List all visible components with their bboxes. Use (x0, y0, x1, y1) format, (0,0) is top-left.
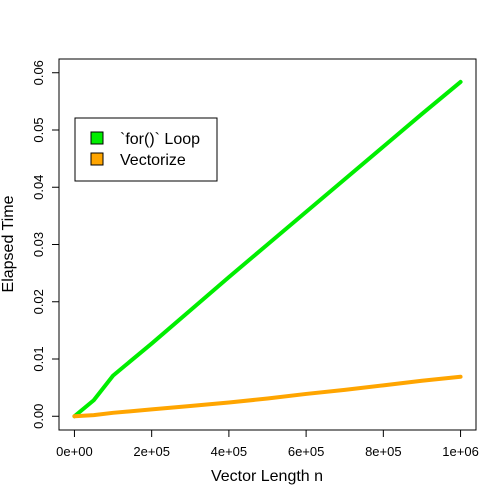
x-tick-label: 6e+05 (288, 444, 325, 459)
y-tick-label: 0.03 (31, 232, 46, 257)
x-tick-label: 8e+05 (365, 444, 402, 459)
y-tick-label: 0.06 (31, 60, 46, 85)
y-tick-label: 0.05 (31, 117, 46, 142)
y-tick-label: 0.01 (31, 346, 46, 371)
x-tick-label: 2e+05 (133, 444, 170, 459)
y-tick-label: 0.04 (31, 175, 46, 200)
series-line-0 (72, 79, 463, 419)
x-tick-label: 1e+06 (442, 444, 479, 459)
legend: `for()` Loop Vectorize (74, 117, 218, 182)
y-tick-label: 0.02 (31, 289, 46, 314)
legend-box (74, 117, 218, 182)
legend-label-vectorize: Vectorize (120, 152, 186, 169)
x-axis: 0e+00 2e+05 4e+05 6e+05 8e+05 1e+06 (56, 429, 479, 459)
x-tick-label: 0e+00 (56, 444, 93, 459)
series-layer (72, 79, 463, 419)
y-axis: 0.00 0.01 0.02 0.03 0.04 0.05 0.06 (31, 60, 60, 429)
x-axis-title: Vector Length n (211, 468, 323, 485)
y-tick-label: 0.00 (31, 404, 46, 429)
series-line-1 (72, 374, 463, 419)
legend-swatch-for-loop (90, 131, 104, 145)
x-tick-label: 4e+05 (211, 444, 248, 459)
y-axis-title: Elapsed Time (0, 195, 17, 292)
legend-swatch-vectorize (90, 152, 104, 166)
legend-label-for-loop: `for()` Loop (120, 131, 200, 148)
